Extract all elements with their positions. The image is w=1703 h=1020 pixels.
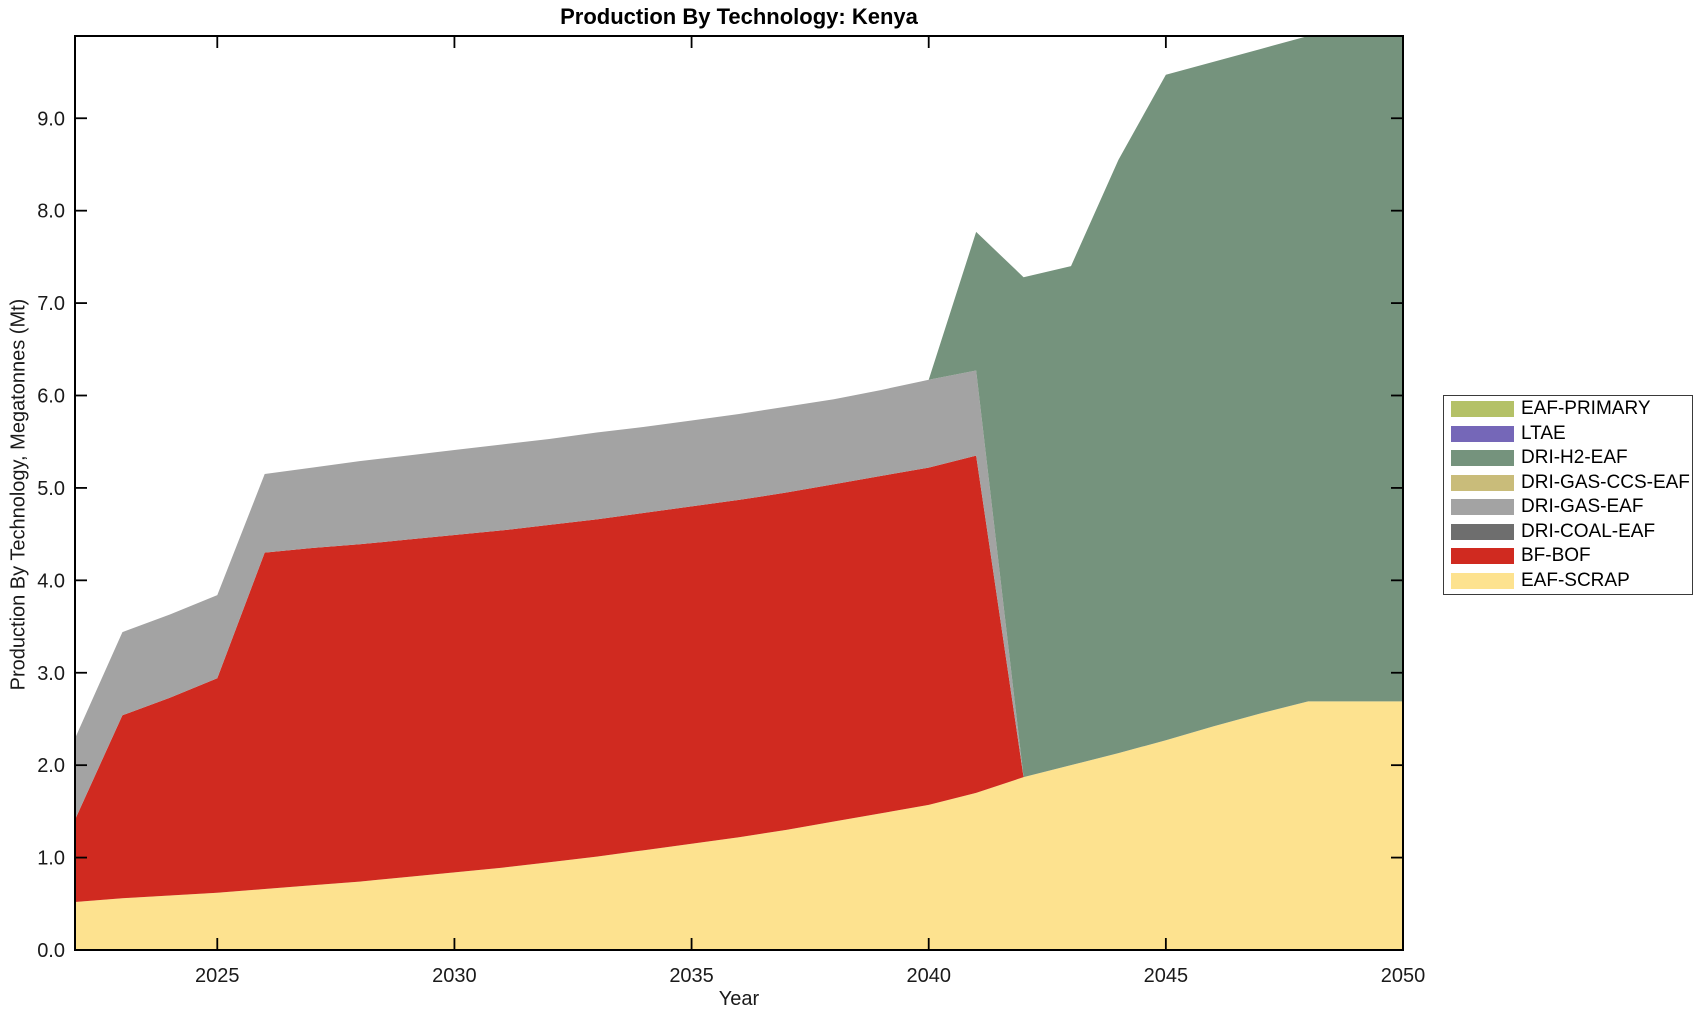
legend-label-dri-gas-ccs-eaf: DRI-GAS-CCS-EAF (1521, 471, 1690, 493)
legend-swatch-eaf-primary (1451, 401, 1514, 418)
legend-label-eaf-primary: EAF-PRIMARY (1521, 398, 1651, 420)
x-tick-label: 2035 (669, 965, 714, 987)
x-tick-label: 2030 (432, 965, 477, 987)
legend-item-dri-coal-eaf: DRI-COAL-EAF (1444, 520, 1692, 543)
y-tick-label: 9.0 (37, 108, 65, 130)
legend-item-dri-h2-eaf: DRI-H2-EAF (1444, 447, 1692, 470)
y-tick-label: 5.0 (37, 478, 65, 500)
legend-swatch-ltae (1451, 425, 1514, 442)
legend-label-eaf-scrap: EAF-SCRAP (1521, 569, 1630, 591)
legend-item-ltae: LTAE (1444, 422, 1692, 445)
axes-box (74, 35, 1404, 951)
y-tick-label: 0.0 (37, 940, 65, 962)
legend-item-dri-gas-ccs-eaf: DRI-GAS-CCS-EAF (1444, 471, 1692, 494)
legend-swatch-dri-coal-eaf (1451, 523, 1514, 540)
y-tick-label: 8.0 (37, 201, 65, 223)
legend: EAF-PRIMARY LTAE DRI-H2-EAF DRI-GAS-CCS-… (1443, 395, 1693, 595)
legend-label-ltae: LTAE (1521, 422, 1566, 444)
chart-title: Production By Technology: Kenya (560, 4, 918, 29)
area-bf-bof (75, 455, 1403, 902)
area-eaf-scrap (75, 701, 1403, 950)
x-tick-label: 2040 (906, 965, 951, 987)
y-tick-label: 4.0 (37, 570, 65, 592)
y-tick-label: 3.0 (37, 663, 65, 685)
x-tick-label: 2025 (195, 965, 240, 987)
legend-swatch-dri-h2-eaf (1451, 450, 1514, 467)
y-tick-label: 6.0 (37, 386, 65, 408)
legend-swatch-bf-bof (1451, 548, 1514, 565)
legend-label-dri-h2-eaf: DRI-H2-EAF (1521, 447, 1628, 469)
legend-label-dri-gas-eaf: DRI-GAS-EAF (1521, 496, 1644, 518)
x-axis-label: Year (718, 988, 760, 1010)
y-tick-label: 2.0 (37, 755, 65, 777)
area-dri-h2-eaf (75, 36, 1403, 778)
legend-item-bf-bof: BF-BOF (1444, 545, 1692, 568)
legend-item-eaf-primary: EAF-PRIMARY (1444, 398, 1692, 421)
y-tick-label: 1.0 (37, 848, 65, 870)
legend-swatch-dri-gas-eaf (1451, 499, 1514, 516)
area-dri-gas-eaf (75, 370, 1403, 820)
legend-swatch-dri-gas-ccs-eaf (1451, 474, 1514, 491)
x-tick-label: 2045 (1144, 965, 1189, 987)
legend-swatch-eaf-scrap (1451, 572, 1514, 589)
legend-label-dri-coal-eaf: DRI-COAL-EAF (1521, 520, 1656, 542)
x-tick-label: 2050 (1381, 965, 1426, 987)
legend-item-dri-gas-eaf: DRI-GAS-EAF (1444, 496, 1692, 519)
y-tick-label: 7.0 (37, 293, 65, 315)
y-axis-label: Production By Technology, Megatonnes (Mt… (7, 298, 30, 691)
legend-item-eaf-scrap: EAF-SCRAP (1444, 569, 1692, 592)
legend-label-bf-bof: BF-BOF (1521, 545, 1591, 567)
